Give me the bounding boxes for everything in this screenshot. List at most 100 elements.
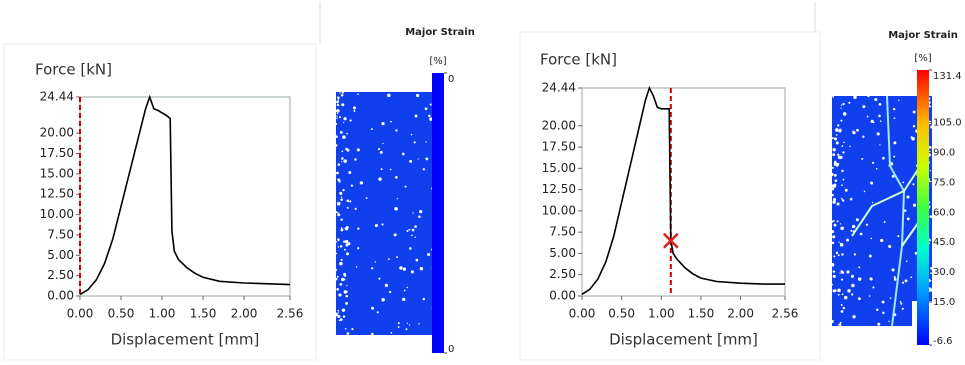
speckle [838,323,842,327]
speckle [343,121,345,124]
colorbar-title: Major Strain [405,27,475,38]
speckle [335,211,338,214]
speckle [849,197,853,201]
speckle [872,121,875,124]
speckle [346,284,348,287]
speckle [346,199,350,203]
speckle [418,323,420,325]
speckle [841,199,845,202]
speckle [340,227,343,229]
speckle [878,114,881,118]
colorbar-tick-label: 90.0 [933,148,955,159]
speckle [872,161,875,164]
colorbar-unit: [%] [429,56,446,67]
speckle [334,268,338,272]
speckle [344,327,347,330]
speckle [832,200,836,204]
speckle [422,168,426,171]
plot-area [581,87,786,297]
speckle [897,99,900,102]
speckle [409,247,412,250]
speckle [840,104,843,106]
speckle [415,258,419,262]
y-tick-label: 20.00 [542,118,576,132]
speckle [837,254,840,257]
speckle [871,201,874,204]
speckle [340,198,343,201]
speckle [928,146,932,149]
failure-marker [662,232,679,249]
speckle [339,116,342,119]
speckle [877,322,881,326]
speckle [338,180,341,183]
speckle [344,227,346,229]
speckle [348,171,352,174]
speckle [337,99,340,101]
speckle [356,148,360,152]
speckle [906,217,910,221]
speckle [868,295,871,297]
speckle [336,275,339,278]
speckle [418,215,421,218]
speckle [876,132,880,136]
speckle [835,251,839,255]
x-tick-label: 2.00 [231,307,258,321]
speckle [892,107,896,111]
speckle [914,251,918,255]
speckle [840,278,844,281]
y-tick-label: 5.00 [47,248,74,262]
speckle [354,158,357,161]
speckle [840,310,844,313]
speckle [379,150,383,154]
speckle [930,288,934,292]
speckle [409,159,413,163]
speckle [929,105,932,108]
speckle [343,117,347,121]
speckle [830,319,834,324]
speckle [866,115,869,118]
speckle [337,213,341,217]
force-curve [581,85,785,295]
colorbar-tick-label: 30.0 [933,267,955,278]
speckle [381,223,384,226]
speckle [843,141,845,144]
speckle [339,261,343,266]
speckle [899,300,902,303]
speckle [906,195,910,199]
x-tick-label: 2.56 [277,307,304,321]
speckle [901,307,904,310]
y-tick-label: 2.50 [549,267,576,281]
speckle [868,254,872,258]
speckle [882,156,885,160]
speckle [414,225,417,228]
speckle [859,232,863,236]
speckle [345,302,348,305]
speckle [354,207,357,211]
speckle [374,261,376,263]
colorbar-tick-label: 131.4 [933,71,962,82]
colorbar-tick-label: 75.0 [933,177,955,188]
speckle [912,203,917,207]
speckle [351,328,354,331]
speckle [837,130,839,132]
speckle [832,289,836,293]
speckle [336,287,340,291]
speckle [337,246,340,248]
speckle [344,239,349,244]
speckle [875,167,878,170]
colorbar-tick-label: 105.0 [933,118,962,129]
speckle [833,255,836,258]
speckle [346,132,348,135]
speckle [381,297,385,302]
speckle [388,290,392,294]
speckle [930,125,934,129]
speckle [342,315,346,318]
speckle [910,276,913,279]
speckle [851,283,855,288]
speckle [428,114,431,118]
speckle [404,185,407,188]
speckle [883,221,886,223]
speckle [419,209,423,214]
speckle [390,120,392,123]
speckle [335,110,338,113]
